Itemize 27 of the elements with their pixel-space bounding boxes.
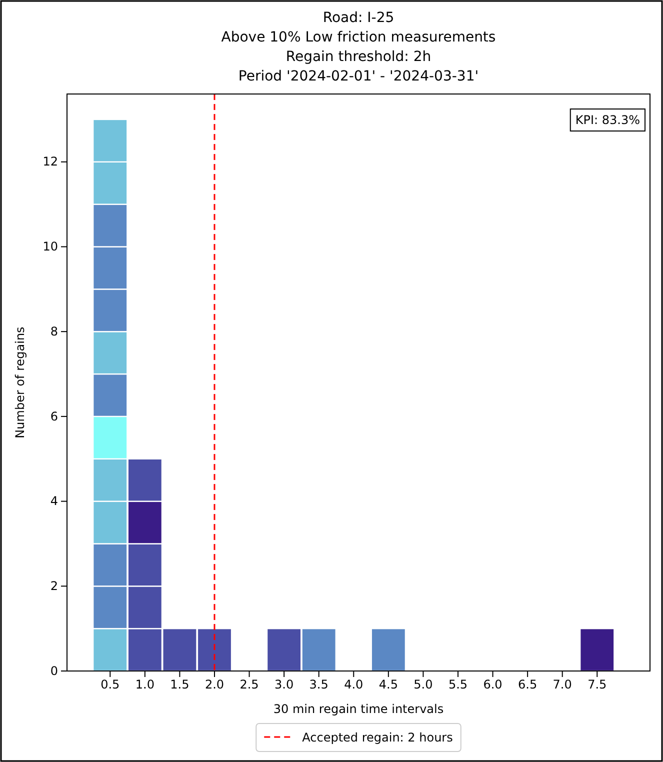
x-tick-label: 5.5: [448, 678, 468, 692]
x-axis-title: 30 min regain time intervals: [273, 702, 444, 716]
x-tick-label: 6.5: [518, 678, 538, 692]
legend-label: Accepted regain: 2 hours: [302, 730, 453, 744]
x-tick-label: 5.0: [414, 678, 433, 692]
y-tick-label: 6: [50, 409, 58, 424]
x-tick-label: 4.5: [378, 678, 398, 692]
y-tick-label: 2: [50, 578, 58, 593]
x-tick-label: 2.0: [204, 678, 224, 692]
y-tick-label: 8: [50, 324, 58, 338]
x-tick-label: 6.0: [483, 678, 502, 692]
y-tick-label: 12: [42, 154, 58, 169]
y-axis-title: Number of regains: [13, 326, 27, 438]
x-tick-label: 3.5: [309, 678, 328, 692]
chart-title: Road: I-25 Above 10% Low friction measurements Regain threshold: 2h Period '2024-02-01' - '2024-03-31': [221, 10, 496, 84]
x-tick-label: 3.0: [274, 678, 294, 692]
x-tick-label: 1.0: [135, 678, 154, 692]
x-tick-label: 1.5: [170, 678, 190, 692]
y-tick-label: 4: [50, 494, 58, 508]
y-tick-label: 10: [42, 240, 58, 254]
x-tick-label: 2.5: [240, 678, 259, 692]
x-tick-label: 4.0: [344, 678, 364, 692]
y-tick-label: 0: [50, 664, 58, 678]
x-tick-label: 7.0: [552, 678, 572, 692]
x-tick-label: 7.5: [588, 678, 607, 692]
x-tick-label: 0.5: [100, 678, 120, 692]
annotation: KPI: 83.3%: [575, 113, 640, 127]
